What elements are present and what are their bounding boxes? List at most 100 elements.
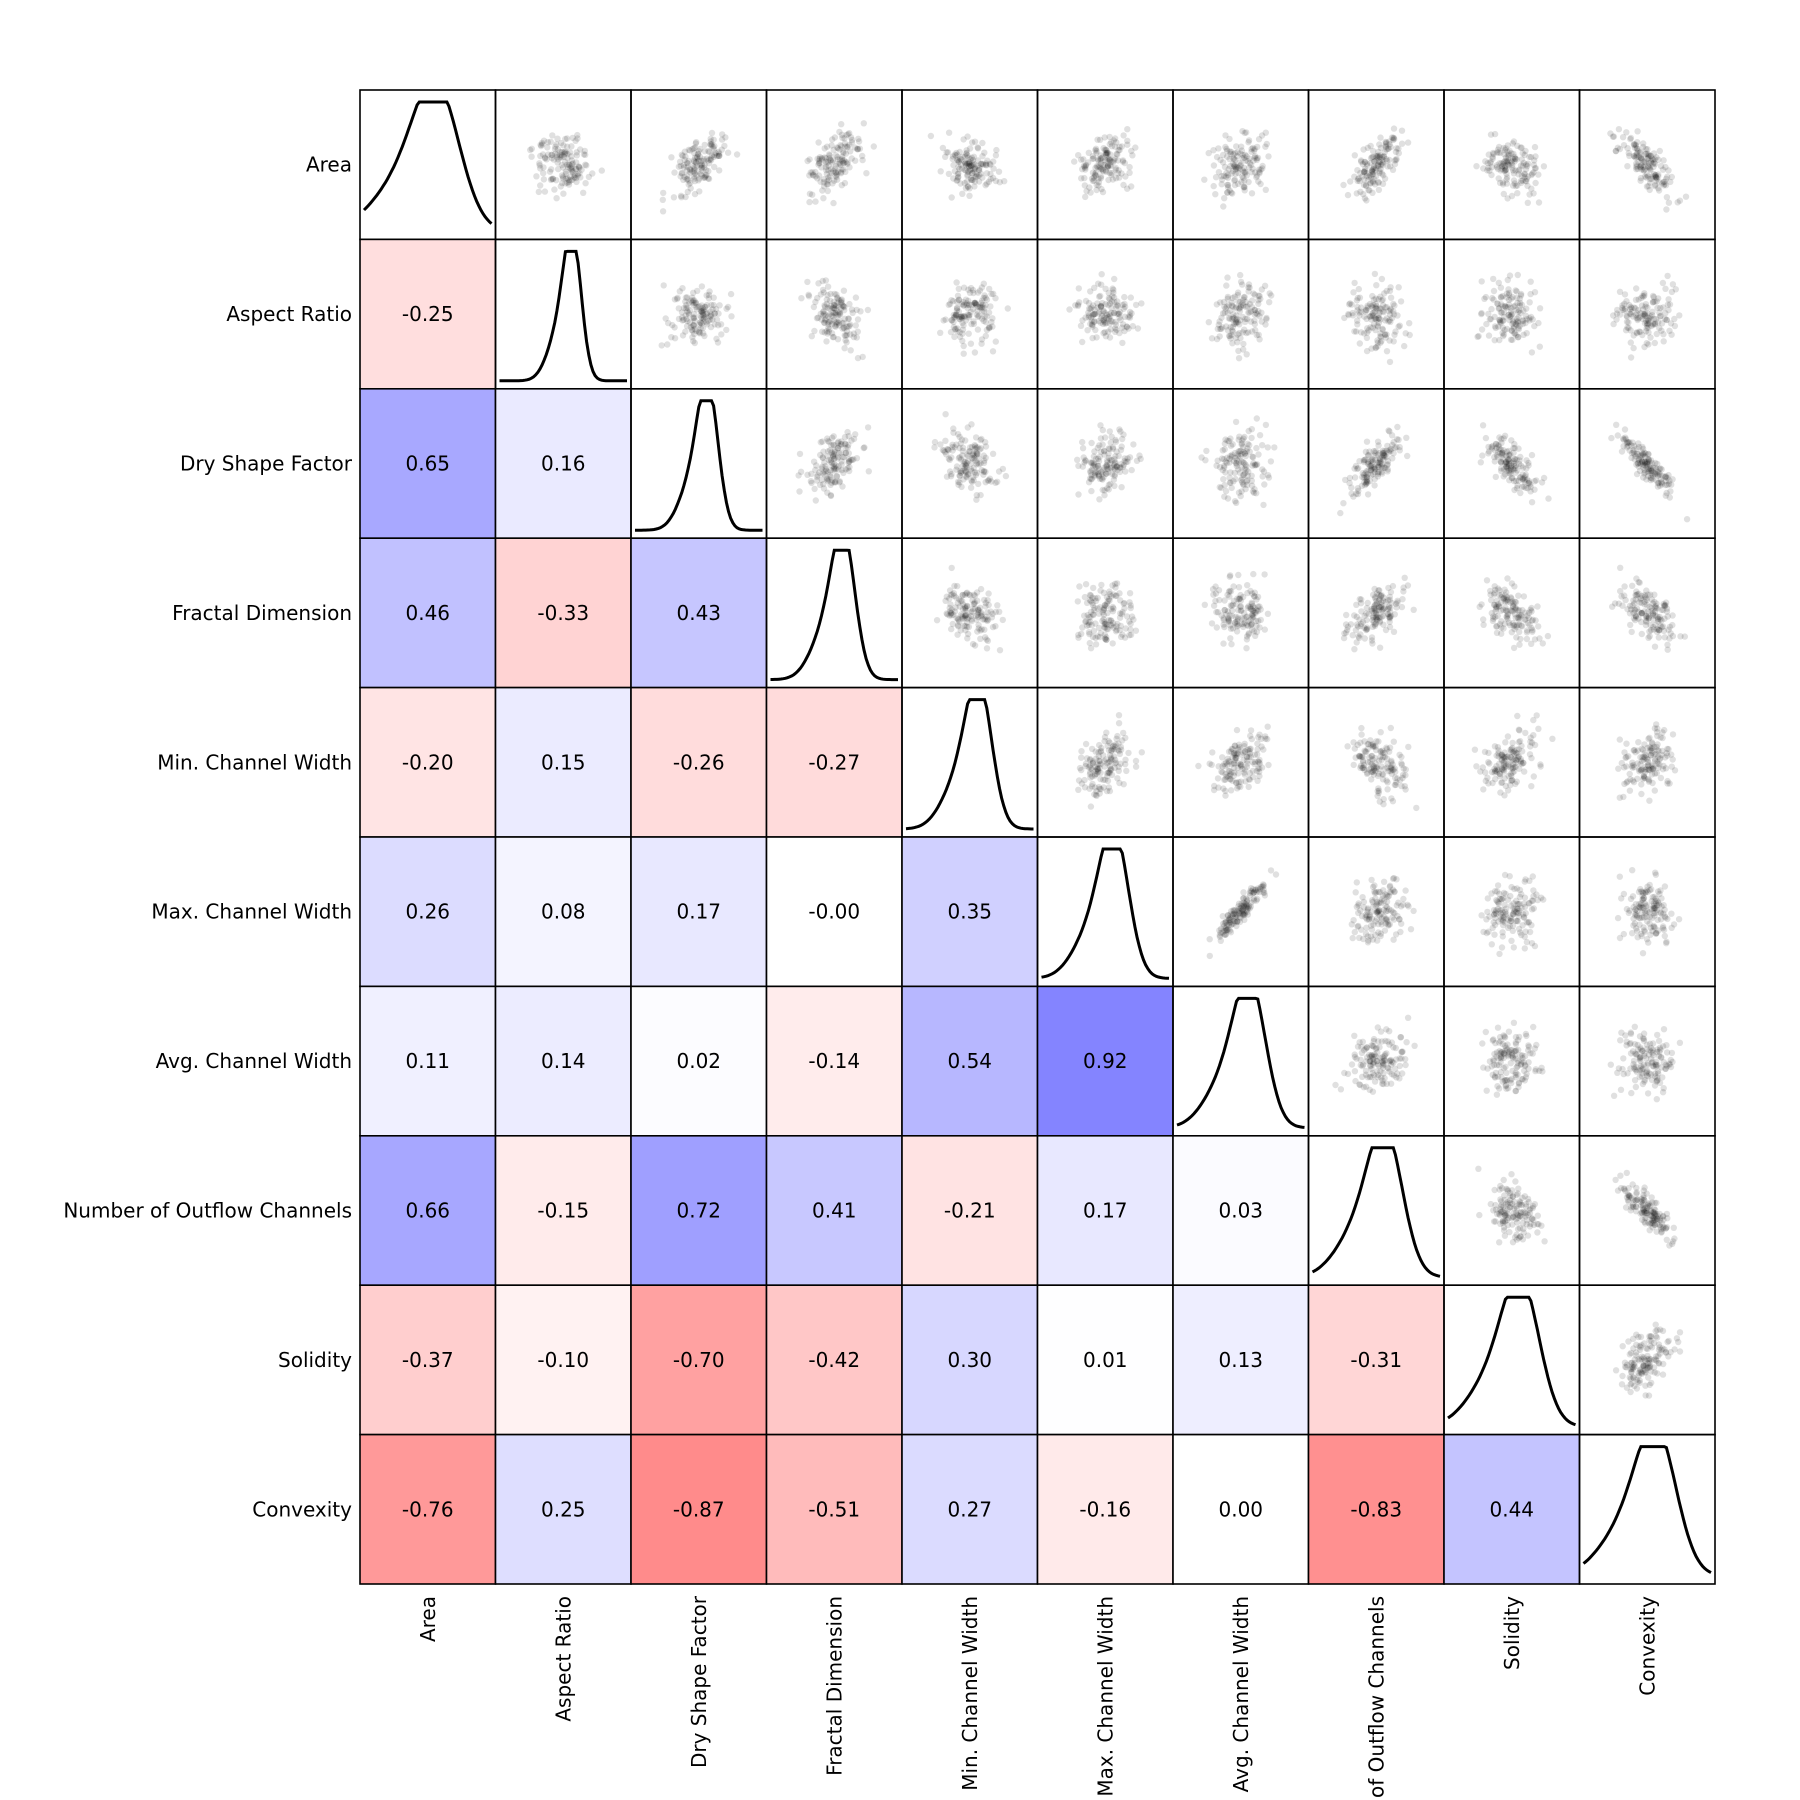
scatter-point xyxy=(1125,749,1132,757)
scatter-point xyxy=(1105,162,1112,169)
scatter-point xyxy=(1498,624,1505,631)
scatter-point xyxy=(1659,166,1667,173)
scatter-point xyxy=(1366,300,1374,308)
scatter-point xyxy=(1650,170,1658,178)
scatter-point xyxy=(1342,621,1350,628)
scatter-point xyxy=(1540,163,1548,170)
scatter-point xyxy=(1621,300,1628,307)
scatter-point xyxy=(1249,328,1256,335)
scatter-point xyxy=(675,315,683,323)
scatter-point xyxy=(1478,326,1486,333)
scatter-point xyxy=(1644,173,1652,180)
scatter-point xyxy=(818,156,826,163)
scatter-point xyxy=(826,152,833,159)
scatter-point xyxy=(1384,442,1391,450)
scatter-point xyxy=(823,160,830,167)
scatter-point xyxy=(727,290,735,298)
scatter-point xyxy=(973,173,980,180)
scatter-point xyxy=(1219,763,1226,770)
scatter-point xyxy=(1536,343,1544,350)
scatter-point xyxy=(1004,305,1011,312)
scatter-point xyxy=(949,155,956,163)
scatter-point xyxy=(1390,134,1398,142)
scatter-point xyxy=(551,145,559,153)
scatter-point xyxy=(707,138,714,145)
correlation-label: -0.25 xyxy=(402,302,454,326)
scatter-point xyxy=(689,145,696,153)
scatter-point xyxy=(552,143,559,150)
scatter-point xyxy=(1097,747,1105,755)
scatter-point xyxy=(1100,611,1108,619)
scatter-point xyxy=(844,144,851,151)
scatter-point xyxy=(1638,790,1645,798)
scatter-point xyxy=(1477,459,1485,466)
scatter-point xyxy=(1210,162,1218,169)
scatter-point xyxy=(1375,179,1382,186)
scatter-point xyxy=(1128,183,1135,190)
scatter-point xyxy=(1386,138,1393,145)
scatter-point xyxy=(1388,770,1396,777)
scatter-point xyxy=(678,151,685,158)
scatter-point xyxy=(796,450,804,458)
scatter-point xyxy=(804,278,811,286)
scatter-point xyxy=(1261,571,1268,578)
scatter-point xyxy=(1111,155,1119,162)
scatter-point xyxy=(1205,149,1212,157)
scatter-point xyxy=(548,175,555,183)
scatter-point xyxy=(1508,580,1516,587)
scatter-point xyxy=(1101,146,1109,153)
scatter-point xyxy=(1081,174,1088,182)
scatter-point xyxy=(1264,444,1272,451)
scatter-point xyxy=(1498,165,1506,173)
scatter-point xyxy=(1369,171,1376,178)
scatter-point xyxy=(805,293,813,300)
scatter-point xyxy=(1505,619,1513,626)
scatter-point xyxy=(1095,175,1102,182)
scatter-point xyxy=(1351,152,1359,159)
scatter-point xyxy=(1517,162,1525,169)
scatter-point xyxy=(1228,612,1236,619)
scatter-point xyxy=(1090,584,1097,592)
scatter-point xyxy=(975,166,983,174)
cell-area-vs-max-channel-width xyxy=(1036,89,1174,241)
scatter-point xyxy=(707,155,715,162)
cell-fractal-dimension-vs-min-channel-width xyxy=(901,537,1039,689)
scatter-point xyxy=(681,173,688,181)
scatter-point xyxy=(837,161,844,169)
scatter-point xyxy=(1078,754,1085,761)
scatter-point xyxy=(1527,290,1534,298)
scatter-point xyxy=(1351,612,1358,619)
scatter-point xyxy=(1681,633,1689,640)
scatter-point xyxy=(1379,162,1386,169)
scatter-point xyxy=(957,180,964,187)
cell-min-channel-width-vs-dry-shape-factor: -0.26 xyxy=(630,686,768,838)
scatter-point xyxy=(1660,157,1667,164)
scatter-point xyxy=(993,146,1000,154)
scatter-point xyxy=(1094,605,1102,612)
scatter-point xyxy=(950,161,957,169)
scatter-point xyxy=(1092,147,1099,154)
scatter-point xyxy=(1259,165,1266,172)
scatter-point xyxy=(1516,628,1523,636)
scatter-point xyxy=(1361,159,1369,166)
scatter-point xyxy=(1615,600,1623,607)
cell-aspect-ratio-vs-fractal-dimension xyxy=(765,238,903,390)
scatter-point xyxy=(1097,173,1105,180)
scatter-point xyxy=(824,181,831,188)
scatter-point xyxy=(698,157,705,165)
scatter-point xyxy=(1093,147,1100,155)
scatter-point xyxy=(1262,186,1270,193)
scatter-point xyxy=(855,135,862,142)
scatter-point xyxy=(1106,169,1113,177)
scatter-point xyxy=(1229,340,1236,347)
scatter-point xyxy=(562,149,569,157)
scatter-point xyxy=(1627,354,1635,361)
scatter-point xyxy=(1364,491,1372,498)
scatter-point xyxy=(1506,147,1513,155)
scatter-point xyxy=(1383,155,1390,163)
scatter-point xyxy=(822,164,830,171)
scatter-point xyxy=(1638,630,1646,638)
scatter-point xyxy=(1091,791,1098,798)
scatter-point xyxy=(1392,781,1400,789)
scatter-point xyxy=(987,161,994,168)
